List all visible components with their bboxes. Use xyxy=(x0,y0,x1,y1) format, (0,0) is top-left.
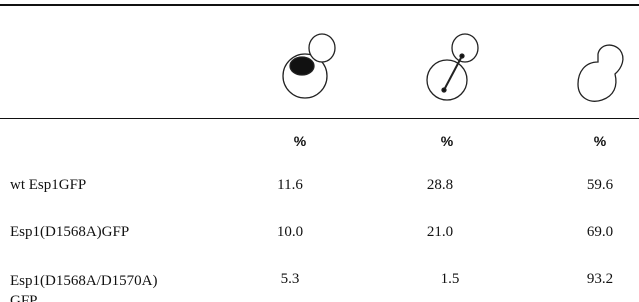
icon-spindle-elongated xyxy=(427,34,478,100)
row-label: Esp1(D1568A)GFP xyxy=(10,224,129,241)
cell-icons xyxy=(0,0,639,120)
unit-header: % xyxy=(441,133,453,149)
value-cell: 11.6 xyxy=(277,177,303,194)
table-figure: %%% wt Esp1GFP 11.6 28.8 59.6 Esp1(D1568A)GFP… xyxy=(0,0,639,302)
value-cell: 93.2 xyxy=(587,271,613,288)
value-cell: 21.0 xyxy=(427,224,453,241)
value-cell: 1.5 xyxy=(441,271,460,288)
icon-empty-cell xyxy=(578,45,623,101)
value-cell: 59.6 xyxy=(587,177,613,194)
row-label: Esp1(D1568A/D1570A) GFP xyxy=(10,271,160,302)
icon-nucleus-in-mother xyxy=(283,34,335,98)
unit-header: % xyxy=(294,133,306,149)
value-cell: 5.3 xyxy=(281,271,300,288)
unit-header: % xyxy=(594,133,606,149)
value-cell: 28.8 xyxy=(427,177,453,194)
value-cell: 10.0 xyxy=(277,224,303,241)
value-cell: 69.0 xyxy=(587,224,613,241)
row-label: wt Esp1GFP xyxy=(10,177,86,194)
